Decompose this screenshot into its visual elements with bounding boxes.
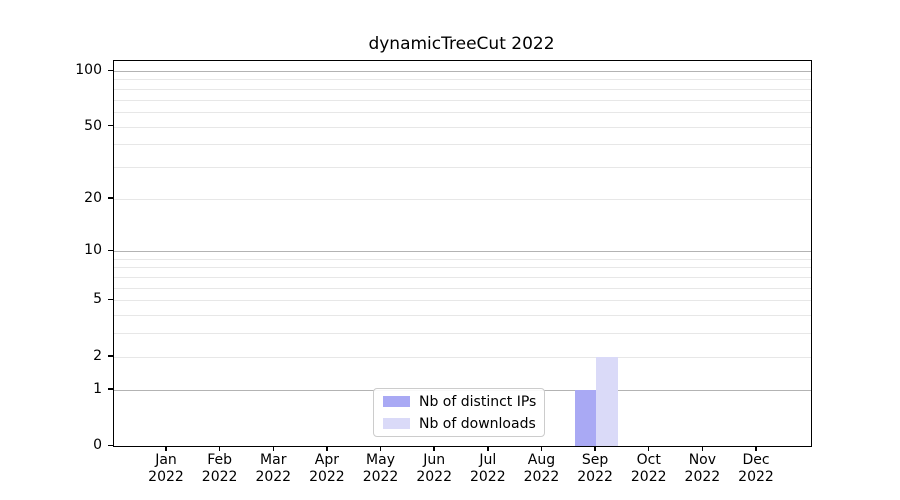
x-tick-oct <box>648 446 650 451</box>
y-tick-label-20: 20 <box>84 189 102 206</box>
x-tick-sep <box>594 446 596 451</box>
gridline-minor-9 <box>114 258 811 260</box>
y-tick-label-0: 0 <box>93 437 102 453</box>
y-tick-0 <box>108 444 113 446</box>
gridline-minor-20 <box>114 198 811 200</box>
gridline-minor-60 <box>114 111 811 113</box>
x-tick-label-sep: Sep 2022 <box>577 452 613 485</box>
legend-label-downloads: Nb of downloads <box>419 415 536 432</box>
gridline-minor-5 <box>114 300 811 302</box>
gridline-minor-70 <box>114 99 811 101</box>
gridline-minor-3 <box>114 333 811 335</box>
legend-swatch-distinct-ips-icon <box>383 396 410 407</box>
y-tick-10 <box>108 249 113 252</box>
gridline-major-10 <box>114 251 811 253</box>
legend: Nb of distinct IPs Nb of downloads <box>373 388 545 437</box>
legend-item-distinct-ips: Nb of distinct IPs <box>383 393 537 410</box>
gridline-minor-2 <box>114 356 811 358</box>
x-tick-mar <box>272 446 274 451</box>
gridline-minor-8 <box>114 267 811 269</box>
gridline-minor-6 <box>114 287 811 289</box>
x-tick-label-nov: Nov 2022 <box>684 452 721 485</box>
legend-swatch-downloads-icon <box>383 418 410 429</box>
x-tick-jun <box>433 446 435 451</box>
x-tick-aug <box>540 446 543 451</box>
y-tick-1 <box>108 388 113 390</box>
x-tick-label-mar: Mar 2022 <box>255 452 292 485</box>
x-tick-label-jun: Jun 2022 <box>416 452 452 485</box>
y-tick-label-1: 1 <box>93 380 102 397</box>
x-tick-label-apr: Apr 2022 <box>309 452 345 485</box>
x-tick-jul <box>487 446 489 451</box>
y-tick-2 <box>108 355 113 357</box>
y-tick-label-10: 10 <box>84 242 102 259</box>
bar-sep-distinct-ips <box>574 389 597 446</box>
y-tick-5 <box>108 298 113 301</box>
x-tick-dec <box>755 446 757 451</box>
y-tick-label-5: 5 <box>93 291 102 308</box>
y-tick-100 <box>108 69 113 71</box>
x-tick-nov <box>701 446 704 451</box>
x-tick-label-jul: Jul 2022 <box>469 452 506 485</box>
gridline-major-100 <box>114 71 811 72</box>
chart-title: dynamicTreeCut 2022 <box>368 34 555 54</box>
gridline-minor-80 <box>114 88 811 90</box>
x-tick-label-aug: Aug 2022 <box>523 452 560 485</box>
x-tick-jan <box>165 446 167 451</box>
x-tick-label-may: May 2022 <box>362 452 399 485</box>
plot-area <box>113 60 812 447</box>
x-tick-feb <box>218 446 221 451</box>
x-tick-may <box>379 446 382 451</box>
gridline-minor-50 <box>114 126 811 128</box>
y-tick-label-100: 100 <box>75 62 102 78</box>
gridline-minor-4 <box>114 315 811 317</box>
x-tick-label-dec: Dec 2022 <box>738 452 774 485</box>
y-tick-20 <box>108 197 113 199</box>
gridline-minor-90 <box>114 79 811 81</box>
x-tick-label-feb: Feb 2022 <box>201 452 238 485</box>
y-tick-label-50: 50 <box>84 117 102 134</box>
legend-item-downloads: Nb of downloads <box>383 415 536 432</box>
x-tick-label-oct: Oct 2022 <box>630 452 667 485</box>
gridline-minor-30 <box>114 166 811 168</box>
y-tick-label-2: 2 <box>93 347 102 364</box>
x-tick-apr <box>326 446 328 451</box>
y-tick-50 <box>108 125 113 127</box>
gridline-minor-40 <box>114 144 811 146</box>
gridline-minor-7 <box>114 277 811 279</box>
legend-label-distinct-ips: Nb of distinct IPs <box>419 393 537 410</box>
x-tick-label-jan: Jan 2022 <box>148 452 184 485</box>
bar-sep-downloads <box>596 356 618 446</box>
